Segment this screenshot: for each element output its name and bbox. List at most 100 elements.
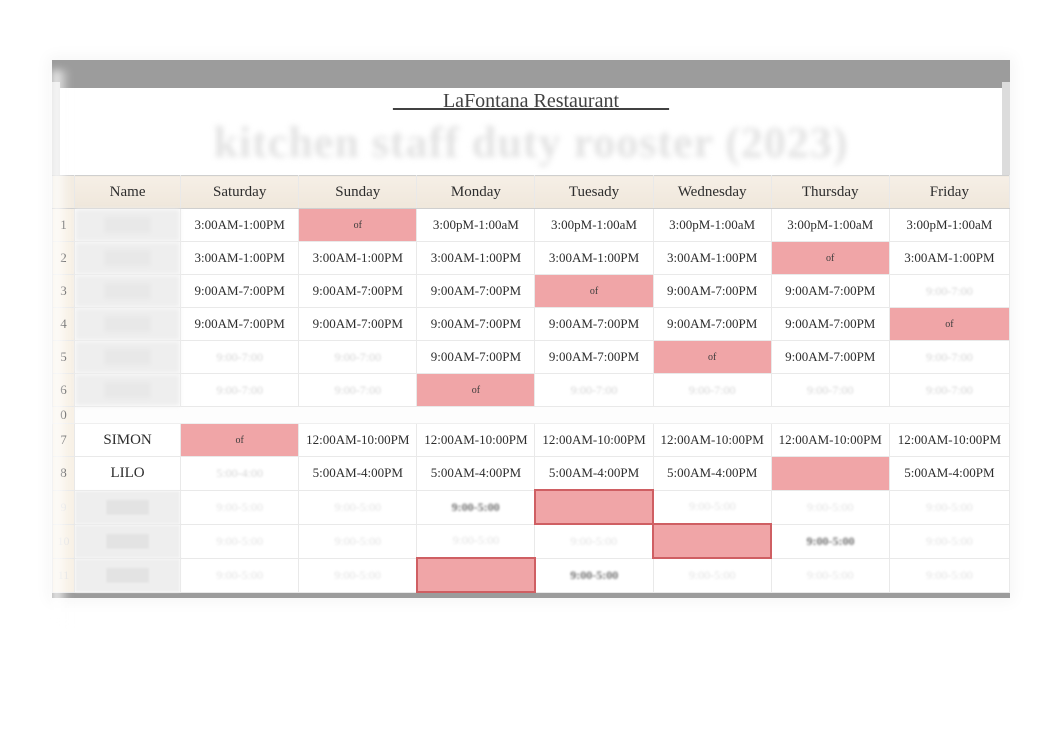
off-day-cell [535, 490, 653, 524]
off-day-cell [771, 457, 889, 491]
off-day-cell: of [889, 308, 1009, 341]
header-idx [53, 176, 75, 209]
shift-cell: 9:00AM-7:00PM [417, 308, 535, 341]
shift-cell: 9:00-5:00 [653, 490, 771, 524]
shift-cell: 3:00AM-1:00PM [299, 242, 417, 275]
shift-cell: 9:00-5:00 [417, 490, 535, 524]
bottom-bar [52, 593, 1010, 598]
shift-cell: 9:00-7:00 [889, 374, 1009, 407]
shift-cell: 9:00-5:00 [771, 524, 889, 558]
shift-cell: 9:00-7:00 [653, 374, 771, 407]
shift-cell: 9:00-7:00 [889, 341, 1009, 374]
shift-cell: 3:00AM-1:00PM [181, 242, 299, 275]
roster-table: Name Saturday Sunday Monday Tuesady Wedn… [52, 175, 1010, 593]
header-saturday: Saturday [181, 176, 299, 209]
row-index: 6 [53, 374, 75, 407]
staff-name: █████ [75, 242, 181, 275]
shift-cell: 9:00-5:00 [299, 558, 417, 592]
shift-cell: 9:00-7:00 [535, 374, 653, 407]
shift-cell: 3:00pM-1:00aM [417, 209, 535, 242]
row-index: 9 [53, 490, 75, 524]
shift-cell: 9:00-5:00 [771, 558, 889, 592]
staff-name: LILO [75, 457, 181, 491]
staff-name: █████ [75, 275, 181, 308]
shift-cell: 3:00AM-1:00PM [653, 242, 771, 275]
shift-cell: 9:00-7:00 [889, 275, 1009, 308]
shift-cell: 9:00-5:00 [181, 558, 299, 592]
shift-cell: 12:00AM-10:00PM [417, 424, 535, 457]
off-day-cell: of [535, 275, 653, 308]
shift-cell: 3:00pM-1:00aM [535, 209, 653, 242]
shift-cell: 9:00AM-7:00PM [771, 308, 889, 341]
shift-cell: 12:00AM-10:00PM [771, 424, 889, 457]
shift-cell: 9:00-5:00 [771, 490, 889, 524]
off-day-cell [417, 558, 535, 592]
shift-cell: 9:00AM-7:00PM [535, 308, 653, 341]
shift-cell: 3:00pM-1:00aM [771, 209, 889, 242]
table-row: 5█████9:00-7:009:00-7:009:00AM-7:00PM9:0… [53, 341, 1010, 374]
header-row: Name Saturday Sunday Monday Tuesady Wedn… [53, 176, 1010, 209]
row-index: 8 [53, 457, 75, 491]
shift-cell: 9:00-5:00 [889, 490, 1009, 524]
shift-cell: 9:00AM-7:00PM [653, 275, 771, 308]
shift-cell: 5:00AM-4:00PM [299, 457, 417, 491]
shift-cell: 9:00AM-7:00PM [535, 341, 653, 374]
shift-cell: 9:00-5:00 [417, 524, 535, 558]
shift-cell: 3:00AM-1:00PM [417, 242, 535, 275]
shift-cell: 5:00AM-4:00PM [535, 457, 653, 491]
shift-cell: 9:00-5:00 [535, 524, 653, 558]
staff-name: █████ [75, 374, 181, 407]
table-row: 10█████9:00-5:009:00-5:009:00-5:009:00-5… [53, 524, 1010, 558]
table-row: 11█████9:00-5:009:00-5:009:00-5:009:00-5… [53, 558, 1010, 592]
shift-cell: 12:00AM-10:00PM [889, 424, 1009, 457]
table-row: 6█████9:00-7:009:00-7:00of9:00-7:009:00-… [53, 374, 1010, 407]
shift-cell: 9:00-7:00 [181, 341, 299, 374]
row-index: 1 [53, 209, 75, 242]
page-title: _____LaFontana Restaurant_____ [60, 82, 1002, 113]
staff-name: █████ [75, 524, 181, 558]
staff-name: █████ [75, 209, 181, 242]
shift-cell: 9:00-7:00 [181, 374, 299, 407]
shift-cell: 9:00-5:00 [535, 558, 653, 592]
table-row: 1█████3:00AM-1:00PMof3:00pM-1:00aM3:00pM… [53, 209, 1010, 242]
shift-cell: 3:00AM-1:00PM [889, 242, 1009, 275]
gap-cell [75, 407, 1010, 424]
header-friday: Friday [889, 176, 1009, 209]
staff-name: SIMON [75, 424, 181, 457]
row-index: 3 [53, 275, 75, 308]
page-subtitle: kitchen staff duty rooster (2023) [60, 113, 1002, 175]
header-name: Name [75, 176, 181, 209]
shift-cell: 9:00AM-7:00PM [299, 275, 417, 308]
shift-cell: 5:00-4:00 [181, 457, 299, 491]
table-row: 7SIMONof12:00AM-10:00PM12:00AM-10:00PM12… [53, 424, 1010, 457]
shift-cell: 3:00AM-1:00PM [535, 242, 653, 275]
shift-cell: 9:00-7:00 [299, 341, 417, 374]
shift-cell: 9:00AM-7:00PM [181, 308, 299, 341]
off-day-cell: of [299, 209, 417, 242]
shift-cell: 9:00-5:00 [181, 524, 299, 558]
staff-name: █████ [75, 308, 181, 341]
shift-cell: 9:00AM-7:00PM [417, 275, 535, 308]
shift-cell: 9:00-5:00 [889, 524, 1009, 558]
off-day-cell: of [181, 424, 299, 457]
shift-cell: 5:00AM-4:00PM [653, 457, 771, 491]
shift-cell: 12:00AM-10:00PM [535, 424, 653, 457]
shift-cell: 12:00AM-10:00PM [299, 424, 417, 457]
row-index: 7 [53, 424, 75, 457]
shift-cell: 3:00pM-1:00aM [889, 209, 1009, 242]
shift-cell: 9:00-5:00 [653, 558, 771, 592]
row-index: 2 [53, 242, 75, 275]
shift-cell: 9:00-5:00 [889, 558, 1009, 592]
staff-name: █████ [75, 490, 181, 524]
shift-cell: 9:00AM-7:00PM [181, 275, 299, 308]
shift-cell: 9:00AM-7:00PM [417, 341, 535, 374]
shift-cell: 9:00AM-7:00PM [771, 341, 889, 374]
staff-name: █████ [75, 558, 181, 592]
shift-cell: 9:00-5:00 [181, 490, 299, 524]
shift-cell: 9:00-5:00 [299, 524, 417, 558]
shift-cell: 9:00AM-7:00PM [653, 308, 771, 341]
off-day-cell: of [771, 242, 889, 275]
shift-cell: 5:00AM-4:00PM [889, 457, 1009, 491]
table-row: 4█████9:00AM-7:00PM9:00AM-7:00PM9:00AM-7… [53, 308, 1010, 341]
table-row: 2█████3:00AM-1:00PM3:00AM-1:00PM3:00AM-1… [53, 242, 1010, 275]
